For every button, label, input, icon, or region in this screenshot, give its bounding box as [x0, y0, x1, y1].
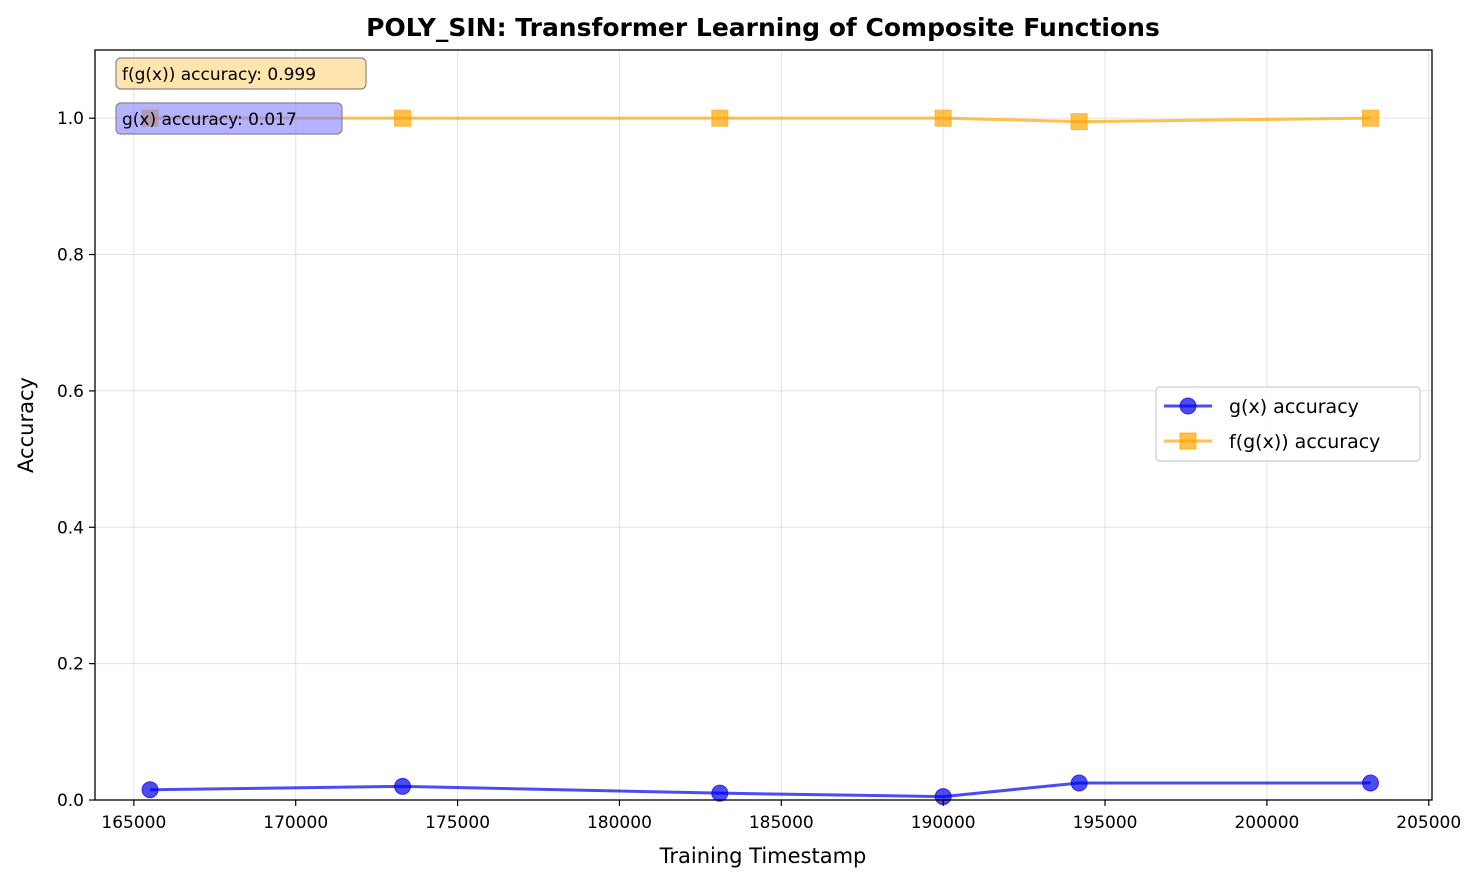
legend-label-fgx: f(g(x)) accuracy: [1229, 431, 1380, 453]
legend-label-gx: g(x) accuracy: [1229, 396, 1359, 418]
y-tick-label: 0.6: [57, 382, 84, 402]
data-point: [934, 109, 952, 127]
y-tick-label: 0.2: [57, 655, 84, 675]
chart-title: POLY_SIN: Transformer Learning of Compos…: [366, 13, 1160, 42]
x-tick-label: 200000: [1234, 813, 1299, 833]
legend: g(x) accuracy f(g(x)) accuracy: [1155, 386, 1421, 462]
y-tick-label: 0.0: [57, 791, 84, 811]
data-point: [1070, 774, 1088, 792]
data-point: [1361, 774, 1379, 792]
x-axis: 165000 170000 175000 180000 185000 190000 1950…: [101, 800, 1461, 833]
x-tick-label: 180000: [587, 813, 652, 833]
series-line: [150, 781, 1371, 799]
data-point: [711, 784, 729, 802]
y-axis-title: Accuracy: [14, 377, 38, 473]
series-layer: [141, 109, 1379, 806]
data-point: [394, 777, 412, 795]
legend-marker-fgx: [1179, 432, 1197, 450]
x-axis-title: Training Timestamp: [659, 844, 867, 868]
y-tick-label: 0.8: [57, 246, 84, 266]
annotation-box-gx: [115, 102, 343, 135]
y-tick-label: 1.0: [57, 109, 84, 129]
data-point: [711, 109, 729, 127]
data-point: [1361, 109, 1379, 127]
x-tick-label: 175000: [425, 813, 490, 833]
x-tick-label: 185000: [749, 813, 814, 833]
legend-marker-gx: [1179, 397, 1197, 415]
x-tick-label: 170000: [263, 813, 328, 833]
y-axis: 0.0 0.2 0.4 0.6 0.8 1.0: [57, 109, 95, 811]
annotations: f(g(x)) accuracy: 0.999 g(x) accuracy: 0…: [115, 57, 367, 135]
annotation-fgx: f(g(x)) accuracy: 0.999: [122, 65, 316, 85]
x-tick-label: 165000: [101, 813, 166, 833]
data-point: [1070, 113, 1088, 131]
x-tick-label: 190000: [911, 813, 976, 833]
series-line: [150, 116, 1371, 124]
x-tick-label: 205000: [1396, 813, 1461, 833]
data-point: [141, 781, 159, 799]
y-tick-label: 0.4: [57, 518, 84, 538]
legend-frame: [1155, 386, 1421, 462]
annotation-gx: g(x) accuracy: 0.017: [122, 110, 297, 130]
x-tick-label: 195000: [1073, 813, 1138, 833]
plot-frame: [94, 49, 1433, 801]
annotation-box-fgx: [115, 57, 367, 90]
data-point: [394, 109, 412, 127]
